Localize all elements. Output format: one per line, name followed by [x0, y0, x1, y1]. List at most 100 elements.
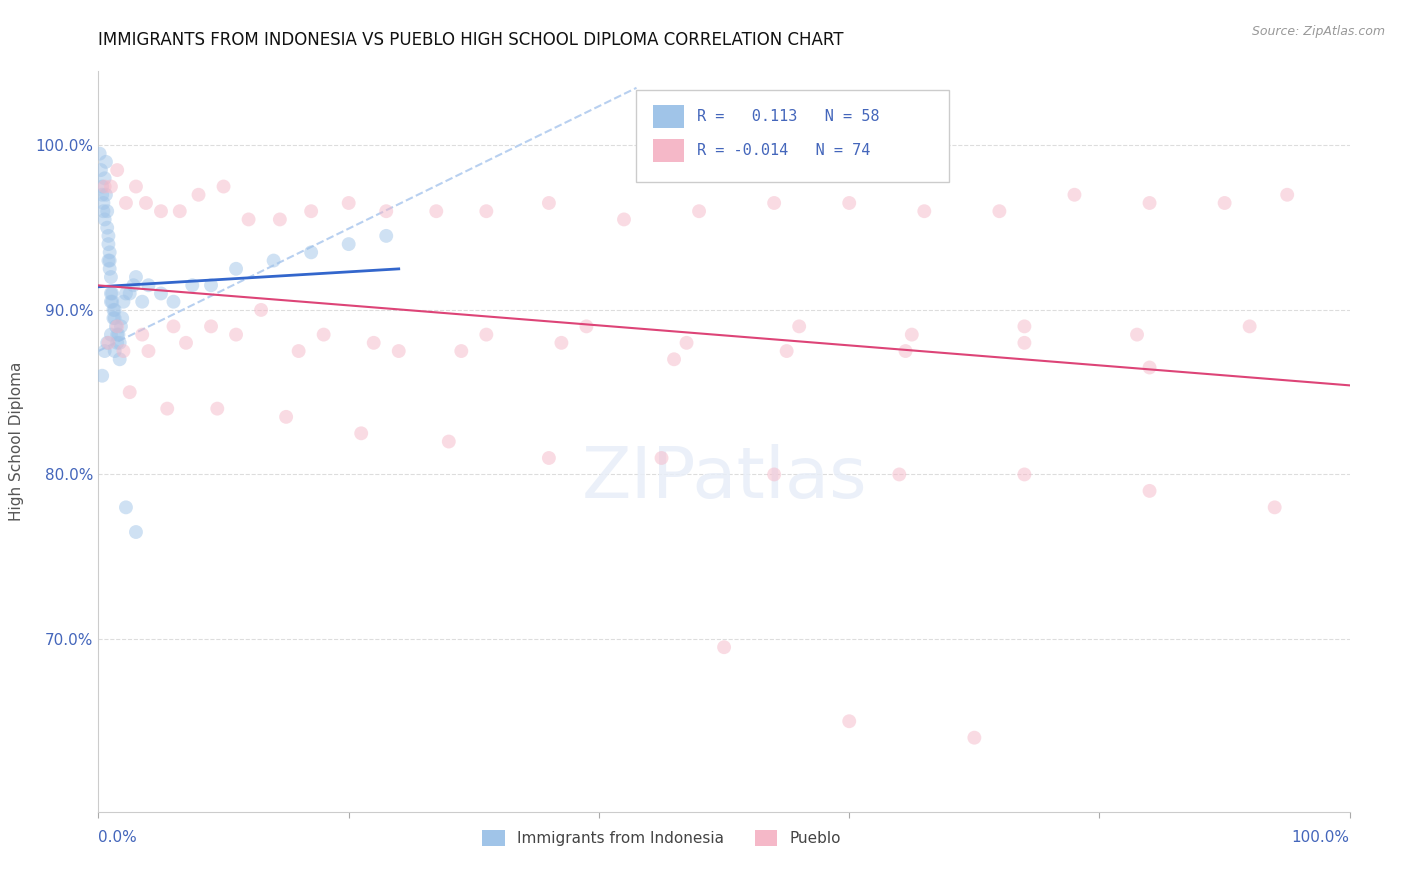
Point [475, 204, 498, 219]
Point [105, 327, 128, 342]
Point [1126, 327, 1149, 342]
Point [912, 204, 935, 219]
Point [93, 212, 115, 227]
Point [118, 286, 141, 301]
Point [91, 368, 114, 383]
Point [350, 426, 373, 441]
Point [425, 204, 447, 219]
Bar [652, 104, 685, 128]
Point [287, 344, 309, 359]
Point [1139, 483, 1161, 498]
Point [363, 335, 385, 350]
Point [688, 204, 710, 219]
Point [225, 327, 247, 342]
Point [537, 450, 560, 465]
Point [125, 270, 148, 285]
Point [104, 319, 127, 334]
Point [225, 261, 247, 276]
Text: 100.0%: 100.0% [1292, 830, 1350, 846]
Point [100, 327, 122, 342]
Point [169, 204, 191, 219]
Point [388, 344, 411, 359]
Point [650, 450, 672, 465]
Point [97, 335, 120, 350]
Point [104, 311, 127, 326]
Point [437, 434, 460, 449]
Point [212, 179, 235, 194]
Point [131, 294, 153, 309]
Point [1264, 500, 1286, 515]
Point [115, 500, 138, 515]
Point [156, 401, 179, 416]
Point [108, 335, 131, 350]
Point [112, 294, 135, 309]
Point [105, 163, 128, 178]
Point [112, 344, 135, 359]
Point [138, 344, 160, 359]
Legend: Immigrants from Indonesia, Pueblo: Immigrants from Indonesia, Pueblo [475, 824, 848, 852]
Point [900, 327, 922, 342]
Point [763, 196, 786, 211]
Point [1139, 360, 1161, 375]
Point [776, 344, 799, 359]
Bar [652, 139, 685, 162]
Point [104, 344, 127, 359]
Point [115, 196, 138, 211]
Point [1139, 196, 1161, 211]
Point [138, 278, 160, 293]
Point [312, 327, 335, 342]
FancyBboxPatch shape [637, 90, 949, 183]
Point [94, 154, 117, 169]
Point [1014, 467, 1036, 482]
Point [103, 302, 125, 317]
Point [104, 302, 127, 317]
Point [1277, 187, 1299, 202]
Point [96, 204, 118, 219]
Point [337, 237, 360, 252]
Point [274, 409, 298, 424]
Point [200, 278, 222, 293]
Point [97, 237, 120, 252]
Point [105, 319, 128, 334]
Point [93, 171, 115, 186]
Point [131, 327, 153, 342]
Point [181, 278, 204, 293]
Point [1014, 319, 1036, 334]
Point [763, 467, 786, 482]
Point [150, 286, 173, 301]
Point [250, 302, 273, 317]
Point [187, 187, 209, 202]
Point [93, 179, 115, 194]
Point [150, 204, 173, 219]
Point [97, 253, 120, 268]
Point [101, 286, 124, 301]
Point [110, 319, 132, 334]
Point [100, 179, 122, 194]
Point [98, 261, 121, 276]
Point [122, 278, 145, 293]
Point [537, 196, 560, 211]
Point [662, 352, 685, 367]
Text: IMMIGRANTS FROM INDONESIA VS PUEBLO HIGH SCHOOL DIPLOMA CORRELATION CHART: IMMIGRANTS FROM INDONESIA VS PUEBLO HIGH… [98, 31, 844, 49]
Point [103, 311, 125, 326]
Point [375, 228, 398, 243]
Point [299, 245, 322, 260]
Point [91, 187, 114, 202]
Point [238, 212, 260, 227]
Point [93, 344, 115, 359]
Point [162, 319, 184, 334]
Point [263, 253, 285, 268]
Text: Source: ZipAtlas.com: Source: ZipAtlas.com [1251, 25, 1385, 38]
Point [90, 163, 112, 178]
Point [889, 467, 911, 482]
Point [100, 270, 122, 285]
Point [96, 335, 118, 350]
Point [550, 335, 572, 350]
Point [207, 401, 229, 416]
Point [96, 220, 118, 235]
Point [108, 352, 131, 367]
Point [787, 319, 810, 334]
Point [94, 187, 117, 202]
Point [1213, 196, 1236, 211]
Point [200, 319, 222, 334]
